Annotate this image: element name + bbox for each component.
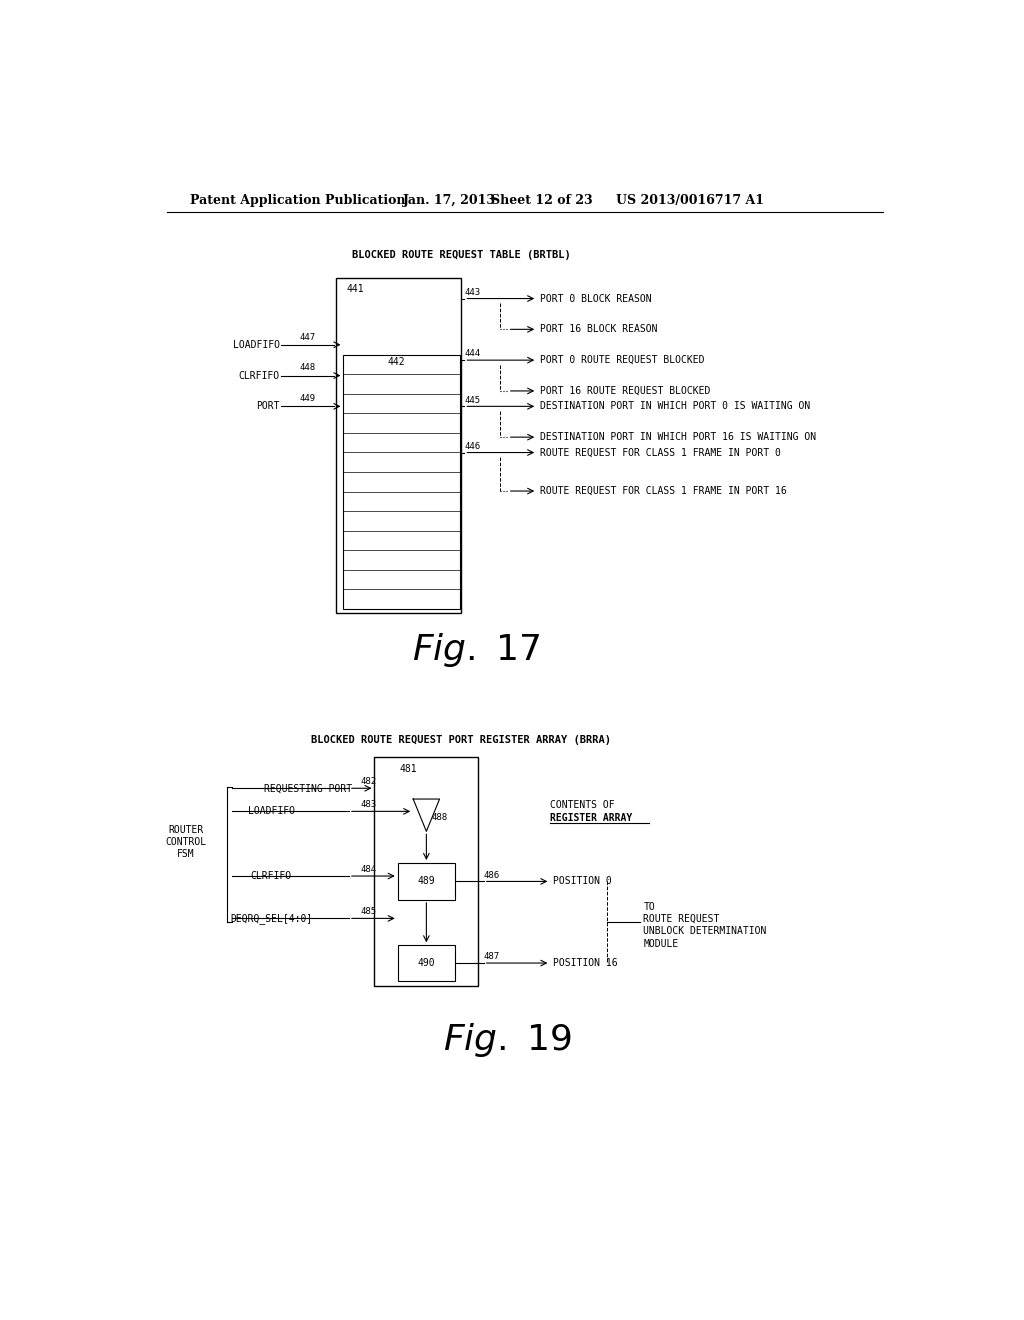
Text: DEQRQ_SEL[4:0]: DEQRQ_SEL[4:0] <box>230 913 312 924</box>
Text: Sheet 12 of 23: Sheet 12 of 23 <box>490 194 592 207</box>
Bar <box>397 945 455 981</box>
Text: 489: 489 <box>418 876 435 887</box>
Text: DESTINATION PORT IN WHICH PORT 16 IS WAITING ON: DESTINATION PORT IN WHICH PORT 16 IS WAI… <box>541 432 816 442</box>
Text: 490: 490 <box>418 958 435 968</box>
Text: LOADFIFO: LOADFIFO <box>232 339 280 350</box>
Text: 445: 445 <box>464 396 480 405</box>
Text: 484: 484 <box>360 865 377 874</box>
Text: US 2013/0016717 A1: US 2013/0016717 A1 <box>616 194 764 207</box>
Text: 444: 444 <box>464 350 480 359</box>
Text: BLOCKED ROUTE REQUEST TABLE (BRTBL): BLOCKED ROUTE REQUEST TABLE (BRTBL) <box>352 249 570 260</box>
Text: 441: 441 <box>346 284 365 294</box>
Bar <box>397 863 455 900</box>
Text: 446: 446 <box>464 442 480 451</box>
Text: POSITION 0: POSITION 0 <box>554 876 612 887</box>
Bar <box>336 277 461 612</box>
Text: 488: 488 <box>431 813 447 822</box>
Text: 487: 487 <box>483 953 500 961</box>
Text: $\mathit{Fig.\ 17}$: $\mathit{Fig.\ 17}$ <box>413 631 541 669</box>
Text: 483: 483 <box>360 800 377 809</box>
Text: REGISTER ARRAY: REGISTER ARRAY <box>550 813 633 822</box>
Text: CLRFIFO: CLRFIFO <box>251 871 292 880</box>
Text: ROUTE REQUEST FOR CLASS 1 FRAME IN PORT 16: ROUTE REQUEST FOR CLASS 1 FRAME IN PORT … <box>541 486 787 496</box>
Bar <box>343 355 460 609</box>
Text: DESTINATION PORT IN WHICH PORT 0 IS WAITING ON: DESTINATION PORT IN WHICH PORT 0 IS WAIT… <box>541 401 811 412</box>
Text: REQUESTING PORT: REQUESTING PORT <box>264 783 352 793</box>
Text: FSM: FSM <box>177 850 195 859</box>
Text: ROUTE REQUEST: ROUTE REQUEST <box>643 915 720 924</box>
Text: Patent Application Publication: Patent Application Publication <box>190 194 406 207</box>
Text: LOADFIFO: LOADFIFO <box>248 807 295 816</box>
Text: UNBLOCK DETERMINATION: UNBLOCK DETERMINATION <box>643 927 767 936</box>
Text: PORT 16 ROUTE REQUEST BLOCKED: PORT 16 ROUTE REQUEST BLOCKED <box>541 385 711 396</box>
Text: BLOCKED ROUTE REQUEST PORT REGISTER ARRAY (BRRA): BLOCKED ROUTE REQUEST PORT REGISTER ARRA… <box>311 735 611 744</box>
Text: POSITION 16: POSITION 16 <box>554 958 618 968</box>
Text: ROUTER: ROUTER <box>169 825 204 834</box>
Text: TO: TO <box>643 902 655 912</box>
Text: 485: 485 <box>360 907 377 916</box>
Text: $\mathit{Fig.\ 19}$: $\mathit{Fig.\ 19}$ <box>443 1022 572 1059</box>
Bar <box>375 758 478 986</box>
Text: 481: 481 <box>399 764 417 774</box>
Text: 486: 486 <box>483 871 500 879</box>
Text: 447: 447 <box>300 333 315 342</box>
Text: CLRFIFO: CLRFIFO <box>239 371 280 380</box>
Text: 442: 442 <box>388 356 406 367</box>
Text: PORT 0 ROUTE REQUEST BLOCKED: PORT 0 ROUTE REQUEST BLOCKED <box>541 355 705 366</box>
Text: 443: 443 <box>464 288 480 297</box>
Text: CONTENTS OF: CONTENTS OF <box>550 800 615 810</box>
Text: PORT 0 BLOCK REASON: PORT 0 BLOCK REASON <box>541 293 652 304</box>
Text: PORT 16 BLOCK REASON: PORT 16 BLOCK REASON <box>541 325 657 334</box>
Text: Jan. 17, 2013: Jan. 17, 2013 <box>403 194 496 207</box>
Text: 449: 449 <box>300 395 315 403</box>
Text: MODULE: MODULE <box>643 939 679 949</box>
Text: PORT: PORT <box>256 401 280 412</box>
Text: 482: 482 <box>360 777 377 785</box>
Text: CONTROL: CONTROL <box>166 837 207 847</box>
Text: ROUTE REQUEST FOR CLASS 1 FRAME IN PORT 0: ROUTE REQUEST FOR CLASS 1 FRAME IN PORT … <box>541 447 781 458</box>
Text: 448: 448 <box>300 363 315 372</box>
